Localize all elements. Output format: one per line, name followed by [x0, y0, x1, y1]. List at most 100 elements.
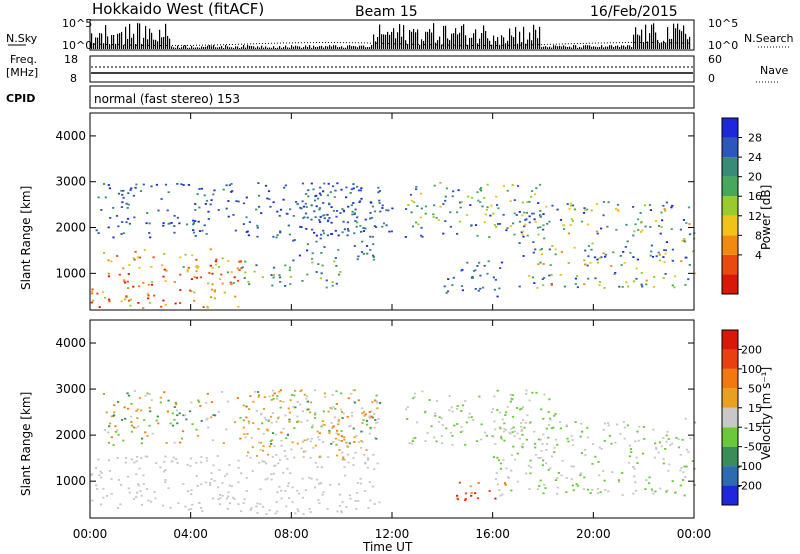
data-cell	[349, 192, 352, 194]
nsky-bar	[543, 46, 545, 49]
data-cell	[314, 486, 317, 489]
nsky-bar	[411, 31, 413, 49]
data-cell	[163, 460, 166, 463]
data-cell	[334, 229, 337, 232]
data-cell	[122, 267, 125, 270]
data-cell	[333, 196, 336, 198]
data-cell	[237, 305, 240, 308]
data-cell	[523, 211, 526, 214]
nsky-bar	[575, 45, 577, 49]
data-cell	[337, 420, 340, 423]
data-cell	[569, 202, 572, 205]
data-cell	[616, 209, 620, 211]
data-cell	[322, 202, 325, 204]
data-cell	[353, 436, 356, 439]
data-cell	[227, 215, 230, 218]
data-cell	[274, 464, 277, 467]
data-cell	[504, 411, 508, 414]
data-cell	[600, 256, 603, 259]
nsky-bar	[467, 44, 469, 49]
data-cell	[296, 489, 299, 492]
nsky-bar	[545, 46, 547, 49]
data-cell	[257, 428, 260, 430]
data-cell	[126, 392, 129, 395]
data-cell	[261, 422, 264, 425]
data-cell	[317, 263, 320, 265]
data-cell	[579, 435, 582, 438]
data-cell	[622, 251, 625, 253]
data-cell	[315, 205, 318, 208]
data-cell	[232, 282, 235, 284]
nsky-bar	[329, 45, 331, 49]
data-cell	[525, 218, 528, 221]
data-cell	[192, 222, 195, 224]
nsky-bar	[143, 37, 145, 49]
nsky-bar	[393, 28, 395, 49]
data-cell	[128, 264, 131, 266]
data-cell	[320, 233, 323, 236]
y-tick-label: 1000	[55, 266, 86, 280]
data-cell	[412, 437, 415, 440]
data-cell	[150, 266, 153, 268]
data-cell	[501, 418, 504, 421]
data-cell	[488, 490, 491, 492]
data-cell	[145, 222, 148, 225]
data-cell	[444, 220, 447, 222]
data-cell	[534, 453, 538, 456]
nsky-bar	[355, 46, 357, 49]
nsky-bar	[97, 37, 99, 49]
data-cell	[314, 216, 317, 218]
data-cell	[219, 497, 222, 500]
data-cell	[433, 184, 436, 187]
data-cell	[668, 463, 671, 466]
data-cell	[280, 497, 283, 500]
nsky-bar	[283, 46, 285, 49]
nsky-bar	[625, 46, 627, 49]
nsky-bar	[353, 45, 355, 49]
data-cell	[634, 440, 637, 443]
data-cell	[522, 230, 525, 233]
data-cell	[267, 429, 270, 432]
nsky-bar	[399, 24, 401, 49]
data-cell	[681, 438, 684, 441]
data-cell	[483, 264, 486, 267]
nsky-bar	[389, 34, 391, 49]
nsky-bar	[313, 45, 315, 49]
data-cell	[243, 277, 246, 279]
data-cell	[608, 434, 611, 437]
nsky-bar	[237, 46, 239, 49]
data-cell	[465, 421, 468, 424]
data-cell	[173, 214, 176, 217]
nsky-bar	[357, 47, 359, 49]
data-cell	[143, 249, 146, 251]
data-cell	[304, 489, 307, 492]
data-cell	[423, 411, 427, 414]
data-cell	[220, 273, 223, 276]
data-cell	[490, 411, 493, 414]
data-cell	[474, 288, 477, 290]
data-cell	[357, 441, 360, 444]
data-cell	[271, 439, 274, 442]
data-cell	[361, 240, 364, 243]
data-cell	[567, 440, 570, 443]
data-cell	[338, 483, 341, 486]
data-cell	[345, 186, 348, 189]
data-cell	[362, 252, 365, 255]
nsky-bar	[519, 31, 521, 49]
data-cell	[120, 206, 123, 208]
nsky-bar	[383, 34, 385, 49]
data-cell	[356, 492, 359, 494]
data-cell	[653, 276, 656, 278]
data-cell	[552, 426, 555, 429]
data-cell	[377, 191, 380, 194]
data-cell	[497, 459, 500, 462]
data-cell	[659, 232, 662, 235]
data-cell	[163, 391, 166, 394]
data-cell	[369, 217, 372, 220]
velocity-data-scatter	[90, 389, 697, 515]
data-cell	[632, 466, 635, 468]
data-cell	[567, 232, 570, 235]
nsky-bar	[413, 28, 415, 49]
data-cell	[486, 183, 489, 186]
data-cell	[190, 489, 193, 492]
